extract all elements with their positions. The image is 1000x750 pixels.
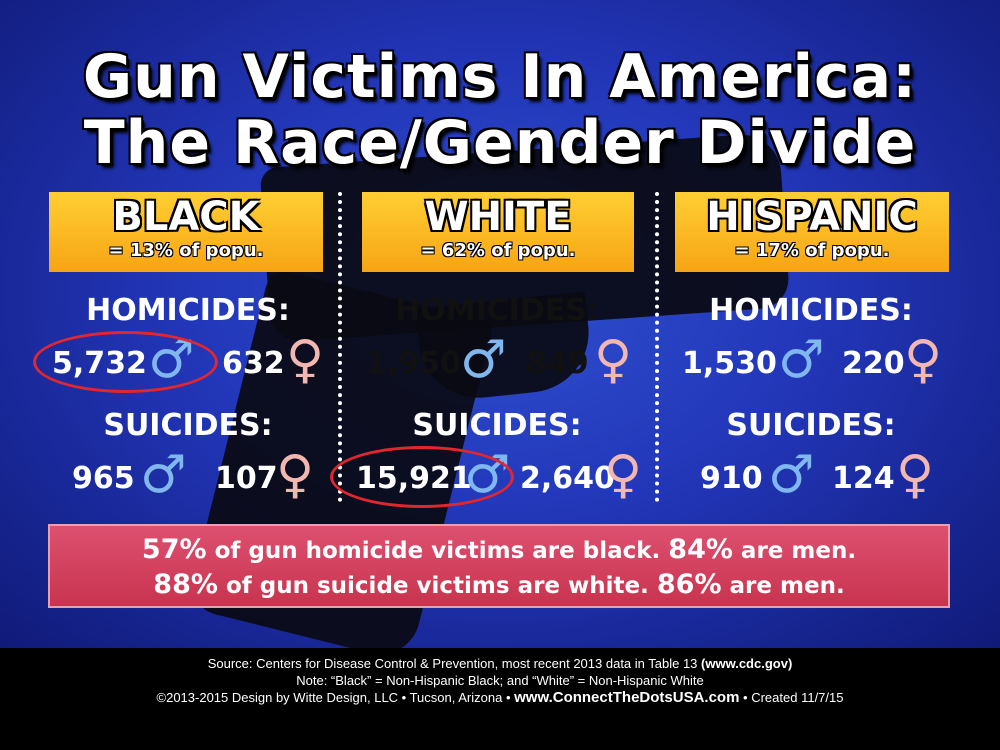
race-label: BLACK	[112, 194, 260, 240]
suicides-label: SUICIDES:	[103, 408, 273, 443]
female-symbol-icon: ♀	[594, 330, 633, 390]
title-line-1: Gun Victims In America:	[82, 42, 918, 112]
male-symbol-icon: ♂	[778, 330, 825, 390]
hispanic-homicides-row: 1,530 ♂ 220 ♀	[658, 332, 1000, 392]
black-homicides-female-count: 632	[222, 346, 285, 381]
header-black: BLACK = 13% of popu.	[49, 192, 323, 272]
copyright-text: ©2013-2015 Design by Witte Design, LLC •…	[156, 690, 511, 705]
note-line: Note: “Black” = Non-Hispanic Black; and …	[296, 673, 704, 688]
white-homicides-female-count: 849	[526, 346, 589, 381]
source-text: Source: Centers for Disease Control & Pr…	[207, 656, 702, 671]
infographic-canvas: Gun Victims In America: The Race/Gender …	[0, 0, 1000, 648]
source-link[interactable]: (www.cdc.gov)	[701, 656, 793, 671]
summary-pct-black-homicide: 57%	[141, 534, 207, 565]
hispanic-suicides-male-count: 910	[700, 461, 763, 496]
white-suicides-female-count: 2,640	[520, 461, 615, 496]
highlight-circle-black-homicides	[33, 331, 218, 393]
black-suicides-female-count: 107	[215, 461, 278, 496]
suicides-label: SUICIDES:	[726, 408, 896, 443]
homicides-label: HOMICIDES:	[709, 293, 913, 328]
hispanic-homicides-female-count: 220	[842, 346, 905, 381]
black-suicides-row: 965 ♂ 107 ♀	[0, 447, 340, 507]
female-symbol-icon: ♀	[276, 445, 315, 505]
female-symbol-icon: ♀	[286, 330, 325, 390]
footer: Source: Centers for Disease Control & Pr…	[0, 648, 1000, 750]
summary-line-1: 57% of gun homicide victims are black. 8…	[50, 533, 948, 568]
summary-text: of gun homicide victims are black.	[206, 538, 669, 564]
population-label: = 62% of popu.	[420, 240, 576, 261]
header-hispanic: HISPANIC = 17% of popu.	[675, 192, 949, 272]
male-symbol-icon: ♂	[140, 445, 187, 505]
race-label: WHITE	[424, 194, 572, 240]
summary-box: 57% of gun homicide victims are black. 8…	[48, 524, 950, 608]
summary-pct-white-suicide: 88%	[153, 569, 218, 600]
summary-pct-men-homicide: 84%	[668, 534, 733, 565]
website-link[interactable]: www.ConnectTheDotsUSA.com	[514, 689, 740, 706]
black-suicides-male-count: 965	[72, 461, 135, 496]
column-divider-1	[338, 192, 342, 502]
population-label: = 13% of popu.	[108, 240, 264, 261]
white-homicides-male-count: 1,950	[366, 346, 461, 381]
header-white: WHITE = 62% of popu.	[362, 192, 634, 272]
hispanic-suicides-female-count: 124	[832, 461, 895, 496]
female-symbol-icon: ♀	[604, 445, 643, 505]
white-homicides-row: 1,950 ♂ 849 ♀	[340, 332, 658, 392]
male-symbol-icon: ♂	[460, 330, 507, 390]
race-label: HISPANIC	[706, 194, 918, 240]
female-symbol-icon: ♀	[896, 445, 935, 505]
copyright-line: ©2013-2015 Design by Witte Design, LLC •…	[0, 689, 1000, 706]
highlight-circle-white-suicides	[330, 446, 514, 508]
homicides-label: HOMICIDES:	[86, 293, 290, 328]
summary-line-2: 88% of gun suicide victims are white. 86…	[50, 568, 948, 603]
homicides-label: HOMICIDES:	[395, 293, 599, 328]
column-divider-2	[655, 192, 659, 502]
summary-text: are men.	[732, 538, 857, 564]
suicides-label: SUICIDES:	[412, 408, 582, 443]
created-date: • Created 11/7/15	[743, 690, 844, 705]
female-symbol-icon: ♀	[904, 330, 943, 390]
summary-text: of gun suicide victims are white.	[217, 573, 657, 599]
hispanic-homicides-male-count: 1,530	[682, 346, 777, 381]
hispanic-suicides-row: 910 ♂ 124 ♀	[658, 447, 1000, 507]
infographic-title: Gun Victims In America: The Race/Gender …	[0, 44, 1000, 176]
population-label: = 17% of popu.	[734, 240, 890, 261]
male-symbol-icon: ♂	[768, 445, 815, 505]
source-line: Source: Centers for Disease Control & Pr…	[0, 655, 1000, 672]
summary-pct-men-suicide: 86%	[656, 569, 722, 600]
summary-text: are men.	[721, 573, 845, 599]
title-line-2: The Race/Gender Divide	[83, 108, 917, 178]
